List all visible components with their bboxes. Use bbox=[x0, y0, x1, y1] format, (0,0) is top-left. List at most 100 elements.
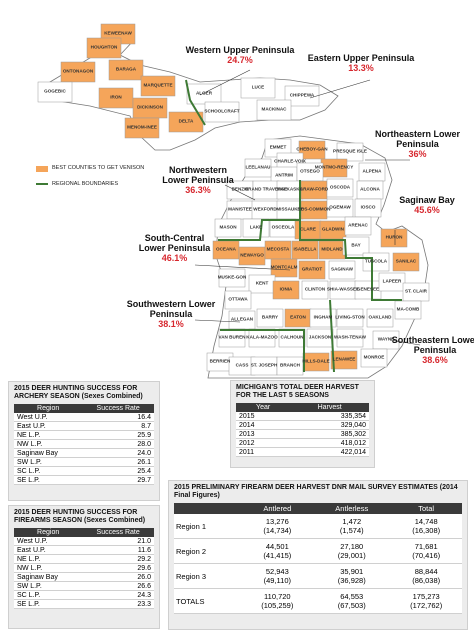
table-cell: 13,276 (14,734) bbox=[241, 514, 314, 540]
county bbox=[204, 101, 240, 123]
county-label: NEWAYGO bbox=[240, 252, 264, 258]
county-label: DELTA bbox=[178, 118, 194, 124]
county bbox=[140, 75, 176, 97]
county bbox=[378, 272, 406, 292]
region-percent: 46.1% bbox=[161, 252, 188, 263]
table-row: Saginaw Bay 24.0 bbox=[14, 448, 154, 459]
county bbox=[336, 142, 364, 162]
column-header: Year bbox=[236, 403, 291, 413]
county-label: SAGINAW bbox=[331, 266, 353, 272]
previous-year-value: (86,038) bbox=[412, 576, 441, 586]
regional-boundary bbox=[185, 79, 206, 126]
table: Antlered Antlerless Total Region 1 13,276 (14… bbox=[174, 503, 462, 615]
county-label: CRAW-FORD bbox=[299, 186, 329, 192]
previous-year-value: (105,259) bbox=[261, 601, 294, 611]
table-cell: 52,943 (49,110) bbox=[241, 563, 314, 590]
county-label: MISSAUKEE bbox=[276, 206, 304, 212]
county-label: IOSCO bbox=[360, 204, 376, 210]
county bbox=[344, 216, 372, 236]
previous-year-value: (29,001) bbox=[337, 551, 366, 561]
table-cell: East U.P. bbox=[14, 545, 83, 556]
county-label: IRON bbox=[110, 94, 122, 100]
current-value: 88,844 bbox=[414, 567, 438, 577]
county-label: OSCEOLA bbox=[271, 224, 295, 230]
county bbox=[272, 280, 300, 300]
county bbox=[309, 308, 337, 328]
county-label: ALLEGAN bbox=[230, 316, 254, 322]
current-value: 64,553 bbox=[340, 592, 364, 602]
firearms-table: 2015 DEER HUNTING SUCCESS FOR FIREARMS S… bbox=[8, 505, 160, 629]
county-label: SHIA-WASSEE bbox=[326, 286, 360, 292]
regional-boundary bbox=[329, 299, 335, 373]
county bbox=[336, 328, 364, 348]
table-title: MICHIGAN'S TOTAL DEER HARVEST FOR THE LA… bbox=[236, 384, 359, 400]
county bbox=[298, 140, 326, 160]
county bbox=[256, 99, 292, 121]
region-label: Saginaw Bay 45.6% bbox=[392, 195, 462, 216]
table-cell: 2012 bbox=[236, 438, 291, 449]
county-label: BARRY bbox=[261, 314, 279, 320]
region-label: Eastern Upper Peninsula 13.3% bbox=[306, 53, 416, 74]
region-percent: 36% bbox=[408, 148, 427, 159]
county bbox=[392, 252, 420, 272]
county-label: BARAGA bbox=[115, 66, 137, 72]
region-label: Northeastern Lower Peninsula 36% bbox=[370, 129, 465, 160]
region-name: South-Central Lower Peninsula bbox=[138, 233, 211, 253]
county bbox=[270, 258, 298, 278]
leader-lines bbox=[194, 69, 421, 346]
county-label: WEXFORD bbox=[253, 206, 277, 212]
table-cell: 335,354 bbox=[290, 412, 369, 422]
county-label: MONROE bbox=[363, 354, 385, 360]
table-row: SC L.P. 25.4 bbox=[14, 466, 154, 477]
table-cell: 26.0 bbox=[82, 572, 154, 583]
table-row: Region 1 13,276 (14,734) 1,472 (1,574) 14,748… bbox=[174, 514, 462, 540]
table-row: East U.P. 11.6 bbox=[14, 545, 154, 556]
county bbox=[342, 236, 370, 256]
column-header: Antlered bbox=[241, 503, 314, 515]
table-cell: 329,040 bbox=[290, 420, 369, 431]
table-cell: NW L.P. bbox=[14, 563, 83, 574]
current-value: 44,501 bbox=[265, 542, 289, 552]
county-label: KALA-MAZOO bbox=[246, 334, 278, 340]
table-cell: NW L.P. bbox=[14, 439, 83, 450]
region-label: Southwestern Lower Peninsula 38.1% bbox=[126, 299, 216, 330]
county-label: CHARLE-VOIX bbox=[274, 158, 306, 164]
region-name: Southeastern Lower Peninsula bbox=[391, 335, 474, 355]
current-value: 71,681 bbox=[414, 542, 438, 552]
county-label: MA-COMB bbox=[396, 306, 420, 312]
legend-item: BEST COUNTIES TO GET VENISON bbox=[52, 165, 145, 171]
table-cell: 2015 bbox=[236, 412, 291, 422]
region-name: Saginaw Bay bbox=[399, 195, 455, 205]
county bbox=[298, 260, 326, 280]
table-cell: 64,553 (67,503) bbox=[313, 588, 391, 615]
table-row: West U.P. 16.4 bbox=[14, 413, 154, 423]
table-cell: NE L.P. bbox=[14, 554, 83, 565]
region-percent: 45.6% bbox=[414, 204, 440, 215]
map bbox=[36, 23, 430, 379]
table-cell: 24.3 bbox=[82, 590, 154, 601]
county-label: OSCODA bbox=[329, 184, 351, 190]
table-row: 2013 385,302 bbox=[236, 429, 369, 440]
table-cell: West U.P. bbox=[14, 537, 83, 547]
table-cell: 71,681 (70,416) bbox=[390, 538, 462, 565]
county-label: CASS bbox=[235, 362, 249, 368]
table-cell: West U.P. bbox=[14, 413, 83, 423]
row-label: Region 2 bbox=[174, 538, 242, 565]
region-percent: 24.7% bbox=[227, 54, 253, 65]
table-row: NW L.P. 28.0 bbox=[14, 439, 154, 450]
preliminary-harvest-table: 2015 PRELIMINARY FIREARM DEER HARVEST DN… bbox=[168, 480, 468, 630]
county-label: WAYNE bbox=[377, 336, 395, 342]
county-label: IONIA bbox=[279, 286, 293, 292]
table-cell: 27,180 (29,001) bbox=[313, 538, 391, 565]
previous-year-value: (36,928) bbox=[337, 576, 366, 586]
county-label: OTTAWA bbox=[228, 296, 248, 302]
county bbox=[336, 308, 364, 328]
county-label: GENESEE bbox=[356, 286, 380, 292]
header-row: Region Success Rate bbox=[14, 528, 154, 538]
region-percent: 13.3% bbox=[348, 62, 374, 73]
county-label: BERRIEN bbox=[209, 358, 231, 364]
legend-item: REGIONAL BOUNDARIES bbox=[52, 181, 119, 187]
archery-table: 2015 DEER HUNTING SUCCESS FOR ARCHERY SE… bbox=[8, 381, 160, 501]
row-label: Region 1 bbox=[174, 514, 242, 540]
table-cell: 385,302 bbox=[290, 429, 369, 440]
